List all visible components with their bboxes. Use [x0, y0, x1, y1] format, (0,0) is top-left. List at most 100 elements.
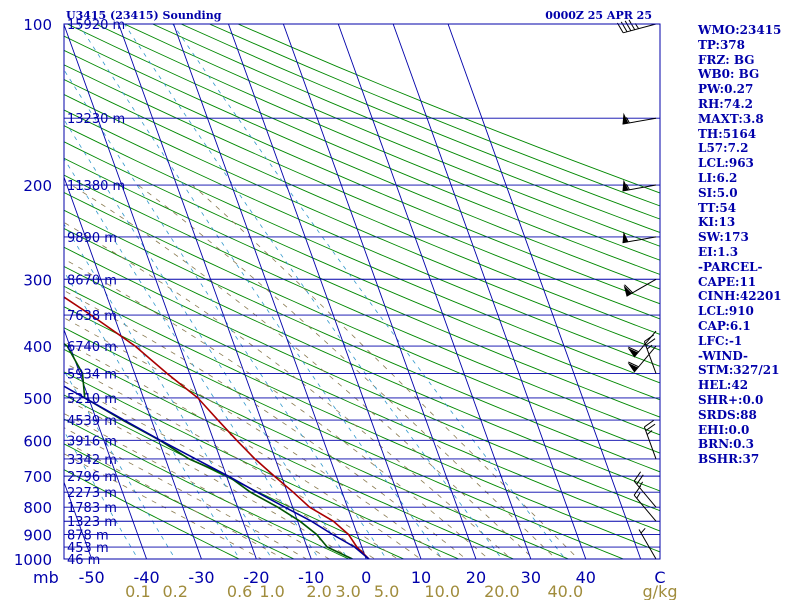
height-label: 1323 m: [67, 515, 117, 530]
barb-feather: [628, 361, 639, 368]
isotherms: [64, 24, 642, 559]
wind-barb: [633, 485, 657, 522]
moist-adiabat: [64, 317, 444, 559]
dry-adiabat: [64, 327, 570, 559]
mixing-ratio-tick-label: 3.0: [335, 582, 360, 600]
height-label: 11380 m: [67, 179, 125, 194]
isotherm: [447, 24, 642, 559]
temperature-tick-label: -30: [188, 568, 214, 587]
stat-item: LFC:-1: [698, 333, 743, 348]
barb-feather: [644, 419, 654, 428]
pressure-tick-label: 700: [23, 468, 52, 486]
mixing-ratio-tick-label: 5.0: [374, 582, 399, 600]
dry-adiabat: [64, 265, 660, 532]
height-label: 453 m: [67, 541, 109, 556]
height-label: 6740 m: [67, 340, 117, 355]
unit-label: mb: [33, 568, 59, 587]
pressure-tick-label: 400: [23, 338, 52, 356]
height-label: 8670 m: [67, 273, 117, 288]
dry-adiabat: [64, 285, 660, 553]
barb-feather: [636, 474, 644, 485]
pressure-tick-label: 500: [23, 390, 52, 408]
barb-feather: [645, 423, 656, 432]
pressure-tick-label: 100: [23, 16, 52, 34]
isotherm: [392, 24, 587, 559]
barb-staff: [643, 341, 657, 374]
mixing-ratio-tick-label: 2.0: [306, 582, 331, 600]
wind-barb: [627, 345, 657, 373]
barb-feather: [628, 346, 639, 353]
isotherm: [64, 328, 147, 559]
isotherm: [228, 24, 422, 559]
barb-pennant: [622, 179, 629, 191]
mixing-ratio-line: [64, 223, 273, 559]
temperature-tick-label: -20: [243, 568, 269, 587]
temperature-tick-label: -10: [298, 568, 324, 587]
mixing-ratio-tick-label: g/kg: [643, 582, 678, 600]
barb-half-feather: [636, 492, 641, 499]
stat-item: KI:13: [698, 215, 736, 230]
stat-item: L57:7.2: [698, 141, 749, 156]
barb-feather: [633, 485, 642, 496]
dry-adiabat: [64, 209, 660, 473]
dry-adiabat: [64, 79, 660, 335]
moist-adiabat: [71, 184, 535, 559]
dry-adiabat: [64, 49, 660, 305]
valid-time: 0000Z 25 APR 25: [545, 9, 652, 22]
stat-item: SI:5.0: [698, 185, 738, 200]
isotherm: [173, 24, 367, 559]
height-label: 1783 m: [67, 501, 117, 516]
wind-barb: [622, 179, 657, 192]
temperature-tick-label: 10: [411, 568, 431, 587]
dry-adiabat: [64, 443, 296, 559]
dry-adiabat: [64, 418, 350, 559]
dry-adiabat: [64, 469, 241, 559]
isotherm: [118, 24, 312, 559]
dry-adiabat: [64, 371, 460, 559]
isotherm: [64, 175, 202, 559]
isotherm: [282, 24, 477, 559]
mixing-ratio-tick-label: 40.0: [548, 582, 584, 600]
dry-adiabat: [124, 24, 660, 247]
dry-adiabat: [64, 246, 660, 512]
sounding-traces: [64, 296, 370, 559]
dry-adiabat: [95, 24, 660, 261]
mixing-ratio-line: [64, 118, 349, 559]
mixing-ratio-tick-labels: 0.1 0.2 0.6 1.0 2.0 3.0 5.0 10.0 20.0 40.0 g/kg: [125, 582, 677, 600]
dry-adiabat: [64, 64, 660, 320]
barb-feather: [644, 334, 654, 342]
stat-item: WMO:23415: [698, 23, 782, 37]
moist-adiabat: [64, 290, 467, 559]
stat-item: STM:327/21: [698, 363, 780, 378]
barb-staff: [633, 494, 657, 522]
wind-barbs: [616, 19, 657, 560]
stat-item: SW:173: [698, 230, 749, 245]
barb-pennant: [622, 231, 629, 243]
temperature-tick-label: 30: [521, 568, 541, 587]
barb-staff: [622, 236, 657, 244]
temperature-tick-label: 0: [361, 568, 371, 587]
dry-adiabat: [64, 94, 660, 351]
pressure-tick-label: 600: [23, 432, 52, 450]
barb-staff: [643, 426, 657, 460]
sounding-trace: [64, 342, 353, 559]
stat-item: RH:74.2: [698, 96, 753, 111]
stat-item: WB0: BG: [698, 67, 760, 82]
stat-item: -WIND-: [698, 348, 748, 363]
stat-item: CINH:42201: [698, 289, 782, 304]
mixing-ratio-line: [64, 270, 241, 559]
wind-barb: [627, 330, 657, 358]
barb-feather: [628, 19, 636, 30]
pressure-tick-labels: 100 200 300 400 500 600 700 800 900 1000: [14, 16, 52, 569]
mixing-ratio-line: [78, 24, 443, 559]
stat-item: TT:54: [698, 200, 737, 215]
moist-adiabat: [64, 341, 422, 559]
barb-staff: [638, 529, 657, 560]
dry-adiabat: [64, 35, 660, 290]
temperature-tick-label: 40: [576, 568, 596, 587]
dry-adiabat: [64, 394, 405, 559]
barb-pennant: [627, 362, 639, 373]
wind-barb: [643, 334, 657, 374]
barb-feather: [624, 20, 632, 31]
stat-item: LI:6.2: [698, 170, 738, 185]
